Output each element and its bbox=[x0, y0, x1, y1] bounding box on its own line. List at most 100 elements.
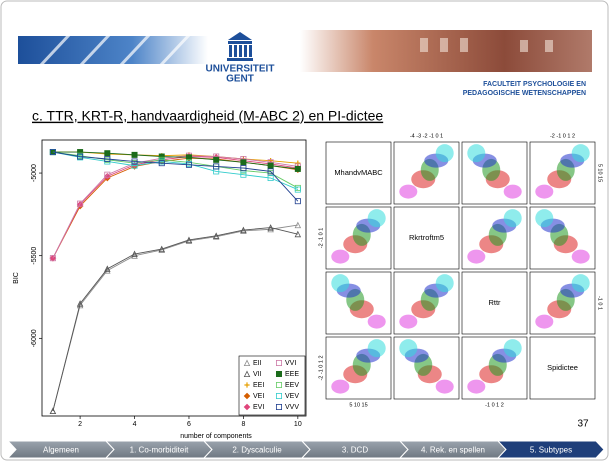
logo-text: UNIVERSITEIT bbox=[206, 64, 275, 75]
point bbox=[213, 156, 220, 163]
point bbox=[158, 245, 165, 253]
legend-marker bbox=[243, 359, 251, 367]
point bbox=[49, 407, 57, 415]
point bbox=[294, 198, 301, 205]
legend-marker bbox=[243, 403, 251, 411]
point-cloud bbox=[435, 144, 454, 163]
legend-marker bbox=[275, 392, 282, 399]
matrix-tick-label: 5 10 15 bbox=[349, 402, 367, 408]
point bbox=[131, 151, 138, 158]
matrix-tick-label: -2 -1 0 1 2 bbox=[550, 133, 575, 139]
point bbox=[49, 255, 56, 262]
point-cloud bbox=[467, 249, 486, 264]
point bbox=[131, 252, 138, 259]
legend-marker bbox=[244, 382, 250, 388]
slide-number: 37 bbox=[577, 419, 589, 430]
point bbox=[131, 162, 138, 169]
point bbox=[267, 225, 274, 233]
legend-label: EII bbox=[253, 360, 262, 367]
point bbox=[104, 171, 111, 178]
x-tick-label: 4 bbox=[133, 421, 137, 428]
legend-label: VVI bbox=[285, 360, 296, 367]
legend-marker bbox=[243, 392, 251, 400]
nav-label[interactable]: 2. Dyscalculie bbox=[232, 446, 282, 455]
nav-label[interactable]: Algemeen bbox=[43, 446, 79, 455]
y-tick-label: -5500 bbox=[31, 247, 38, 265]
point bbox=[185, 236, 193, 243]
banner-stripes bbox=[38, 32, 192, 68]
nav-label[interactable]: 5. Subtypes bbox=[530, 446, 572, 455]
point-cloud bbox=[331, 379, 350, 394]
point bbox=[267, 162, 274, 169]
scatter-matrix: MhandvMABC Rkrtroftm5 Rttr Spidictee -4 -3 -… bbox=[318, 133, 602, 408]
plot-frame bbox=[41, 139, 307, 417]
point bbox=[294, 230, 302, 238]
y-axis-label: BIC bbox=[13, 272, 20, 284]
nav-label[interactable]: 3. DCD bbox=[342, 446, 368, 455]
x-axis-label: number of components bbox=[180, 433, 252, 440]
point-cloud bbox=[535, 314, 554, 329]
legend-label: EEI bbox=[253, 382, 264, 389]
panel bbox=[461, 271, 528, 335]
series-line bbox=[52, 151, 298, 170]
point bbox=[76, 300, 84, 307]
point bbox=[131, 158, 138, 165]
point bbox=[294, 221, 302, 229]
point bbox=[104, 265, 111, 272]
point bbox=[213, 163, 220, 170]
series-line bbox=[52, 224, 298, 412]
nav-tab[interactable] bbox=[496, 440, 605, 459]
matrix-tick-label: -2 -1 0 1 bbox=[318, 228, 324, 248]
legend-label: VVV bbox=[285, 404, 299, 411]
y-tick-label: -6000 bbox=[31, 329, 38, 347]
point bbox=[240, 165, 247, 172]
nav-label[interactable]: 4. Rek. en spellen bbox=[421, 446, 485, 455]
series-line bbox=[52, 151, 299, 190]
point bbox=[294, 186, 301, 193]
series-line bbox=[52, 151, 299, 202]
point-cloud bbox=[399, 314, 418, 329]
point-cloud bbox=[503, 209, 522, 228]
slide-title: c. TTR, KRT-R, handvaardigheid (M-ABC 2)… bbox=[32, 108, 383, 124]
point bbox=[240, 226, 247, 234]
legend-label: EEE bbox=[285, 371, 299, 378]
logo-emblem bbox=[227, 32, 253, 61]
point bbox=[212, 232, 220, 239]
x-tick-label: 10 bbox=[294, 421, 302, 428]
point bbox=[131, 250, 138, 258]
variable-label: MhandvMABC bbox=[334, 168, 383, 177]
point bbox=[267, 224, 274, 231]
point-cloud bbox=[503, 184, 522, 199]
legend-label: VEI bbox=[253, 393, 264, 400]
point-cloud bbox=[467, 144, 486, 163]
point bbox=[267, 168, 274, 175]
point-cloud bbox=[399, 184, 418, 199]
variable-label: Spidictee bbox=[547, 363, 578, 372]
legend-marker bbox=[275, 403, 282, 410]
nav-label[interactable]: 1. Co-morbiditeit bbox=[130, 446, 189, 455]
point bbox=[267, 175, 274, 182]
point-cloud bbox=[367, 209, 386, 228]
point-cloud bbox=[571, 274, 590, 293]
point-cloud bbox=[331, 249, 350, 264]
legend-marker bbox=[243, 370, 251, 378]
x-tick-label: 2 bbox=[78, 421, 82, 428]
variable-label: Rkrtroftm5 bbox=[409, 233, 444, 242]
point-cloud bbox=[535, 209, 554, 228]
matrix-tick-label: -2 -1 0 1 2 bbox=[318, 355, 324, 380]
variable-label: Rttr bbox=[488, 298, 501, 307]
point-cloud bbox=[331, 274, 350, 293]
legend-label: EEV bbox=[285, 382, 299, 389]
point-cloud bbox=[367, 339, 386, 358]
faculty: FACULTEIT PSYCHOLOGIE EN bbox=[483, 81, 586, 88]
nav: Algemeen 1. Co-morbiditeit 2. Dyscalculie 3… bbox=[6, 440, 605, 459]
banner-windows bbox=[420, 38, 553, 52]
point-cloud bbox=[571, 144, 590, 163]
legend-label: EVI bbox=[253, 404, 264, 411]
faculty: PEDAGOGISCHE WETENSCHAPPEN bbox=[463, 90, 586, 97]
point bbox=[240, 159, 247, 166]
point-cloud bbox=[435, 379, 454, 394]
legend-label: VII bbox=[253, 371, 262, 378]
series-line bbox=[52, 156, 298, 259]
point bbox=[185, 161, 192, 168]
